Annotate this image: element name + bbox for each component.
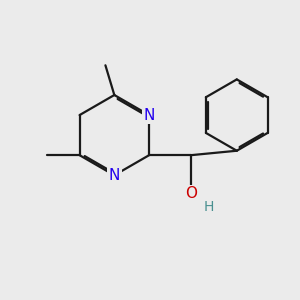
Text: O: O	[185, 186, 197, 201]
Text: N: N	[143, 108, 155, 123]
Text: N: N	[109, 168, 120, 183]
Text: H: H	[203, 200, 214, 214]
